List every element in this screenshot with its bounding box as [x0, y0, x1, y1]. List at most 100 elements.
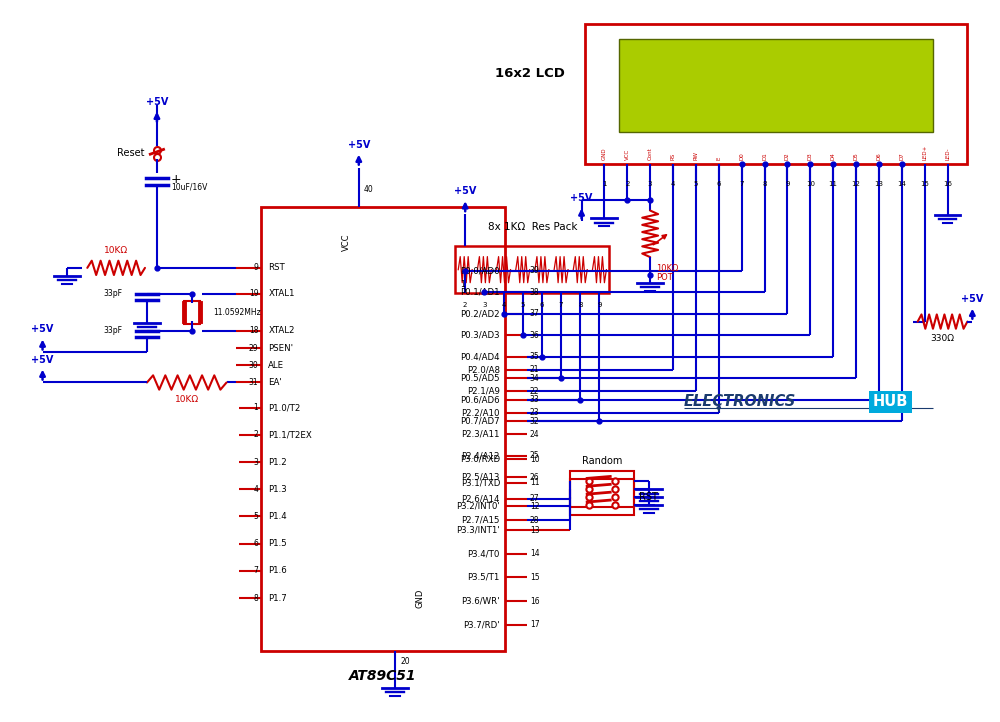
Text: 16: 16 — [530, 596, 539, 606]
Text: D6: D6 — [876, 152, 881, 160]
Text: 36: 36 — [530, 331, 540, 340]
Text: 14: 14 — [530, 549, 539, 558]
Text: 34: 34 — [530, 374, 540, 383]
Text: 12: 12 — [852, 181, 860, 187]
Text: +5V: +5V — [570, 193, 593, 204]
Text: +5V: +5V — [348, 139, 370, 149]
Text: P0.2/AD2: P0.2/AD2 — [460, 309, 500, 318]
Text: +5V: +5V — [31, 324, 54, 334]
Text: 28: 28 — [530, 516, 539, 525]
Text: +5V: +5V — [454, 186, 476, 196]
Text: 20: 20 — [400, 658, 410, 666]
Text: GND: GND — [602, 148, 607, 160]
Text: 10: 10 — [806, 181, 815, 187]
Text: 3: 3 — [253, 458, 258, 466]
Text: XTAL2: XTAL2 — [268, 326, 295, 336]
Text: 14: 14 — [897, 181, 906, 187]
Text: 18: 18 — [249, 326, 258, 336]
Text: HUB: HUB — [873, 394, 908, 409]
Text: XTAL1: XTAL1 — [268, 289, 295, 298]
Text: 3: 3 — [482, 302, 487, 308]
Text: P2.1/A9: P2.1/A9 — [467, 386, 500, 396]
Text: 13: 13 — [530, 526, 539, 534]
Text: P0.3/AD3: P0.3/AD3 — [460, 331, 500, 340]
Text: 27: 27 — [530, 494, 539, 503]
Text: 7: 7 — [559, 302, 563, 308]
Text: LED+: LED+ — [922, 145, 927, 160]
Text: 32: 32 — [530, 417, 539, 426]
Text: D0: D0 — [739, 152, 744, 160]
Bar — [184, 301, 200, 323]
Text: P1.7: P1.7 — [268, 593, 287, 603]
Text: 6: 6 — [253, 539, 258, 548]
Text: +5V: +5V — [146, 97, 168, 107]
Text: 16: 16 — [943, 181, 952, 187]
Text: RW: RW — [693, 152, 698, 160]
Text: 25: 25 — [530, 451, 539, 460]
Text: P2.0/A8: P2.0/A8 — [467, 365, 500, 374]
Text: 13: 13 — [874, 181, 883, 187]
Text: 9: 9 — [253, 264, 258, 272]
Text: P3.7/RD': P3.7/RD' — [463, 620, 500, 629]
Text: 11.0592MHz: 11.0592MHz — [214, 308, 261, 317]
Text: 4: 4 — [253, 484, 258, 494]
Text: 31: 31 — [249, 378, 258, 387]
Text: 1: 1 — [602, 181, 607, 187]
Text: 11: 11 — [829, 181, 838, 187]
Text: 7: 7 — [253, 567, 258, 575]
Text: 38: 38 — [530, 288, 539, 297]
Text: 12: 12 — [530, 502, 539, 511]
Text: P0.5/AD5: P0.5/AD5 — [460, 374, 500, 383]
Text: P0.6/AD6: P0.6/AD6 — [460, 395, 500, 404]
Text: 11: 11 — [530, 478, 539, 487]
Text: P1.1/T2EX: P1.1/T2EX — [268, 430, 312, 439]
Text: AT89C51: AT89C51 — [349, 669, 417, 683]
Text: D1: D1 — [762, 152, 767, 160]
Text: P3.1/TXD: P3.1/TXD — [461, 478, 500, 487]
Text: 330Ω: 330Ω — [931, 334, 955, 344]
Bar — [570, 479, 634, 515]
Text: POT: POT — [656, 273, 673, 282]
Text: PSEN': PSEN' — [268, 344, 293, 352]
Text: 23: 23 — [530, 408, 539, 417]
Text: ALE: ALE — [268, 361, 284, 370]
Text: P1.4: P1.4 — [268, 512, 287, 521]
Text: 33pF: 33pF — [103, 326, 122, 336]
Text: 15: 15 — [920, 181, 929, 187]
Text: 10KΩ: 10KΩ — [175, 396, 199, 404]
Text: 37: 37 — [530, 309, 540, 318]
Text: 10: 10 — [530, 455, 539, 464]
Text: P0.1/AD1: P0.1/AD1 — [460, 288, 500, 297]
Text: 2: 2 — [463, 302, 467, 308]
Bar — [619, 38, 933, 131]
Text: 5: 5 — [521, 302, 525, 308]
Text: P2.3/A11: P2.3/A11 — [462, 430, 500, 438]
Text: P0.4/AD4: P0.4/AD4 — [460, 352, 500, 361]
Text: D5: D5 — [854, 152, 859, 160]
Text: +: + — [171, 173, 181, 186]
Text: GND: GND — [415, 589, 424, 608]
Bar — [570, 471, 634, 507]
Text: 4: 4 — [671, 181, 675, 187]
Text: 2: 2 — [625, 181, 629, 187]
Text: 33: 33 — [530, 395, 540, 404]
Text: RST: RST — [268, 264, 285, 272]
Text: P2.7/A15: P2.7/A15 — [462, 516, 500, 525]
Text: P0.0/AD0: P0.0/AD0 — [460, 266, 500, 275]
Text: D7: D7 — [899, 152, 904, 160]
Text: 3: 3 — [648, 181, 652, 187]
Text: D2: D2 — [785, 152, 790, 160]
Text: P2.6/A14: P2.6/A14 — [462, 494, 500, 503]
Text: 8: 8 — [578, 302, 583, 308]
Text: 22: 22 — [530, 386, 539, 396]
Text: P1.5: P1.5 — [268, 539, 287, 548]
Text: P3.5/T1: P3.5/T1 — [468, 573, 500, 582]
Text: 5: 5 — [694, 181, 698, 187]
Text: D3: D3 — [808, 152, 813, 160]
Text: 17: 17 — [530, 620, 539, 629]
Text: 10KΩ: 10KΩ — [104, 246, 128, 255]
Text: 30: 30 — [249, 361, 258, 370]
Text: 2: 2 — [254, 430, 258, 439]
Text: P3.3/INT1': P3.3/INT1' — [456, 526, 500, 534]
Text: LED-: LED- — [945, 148, 950, 160]
